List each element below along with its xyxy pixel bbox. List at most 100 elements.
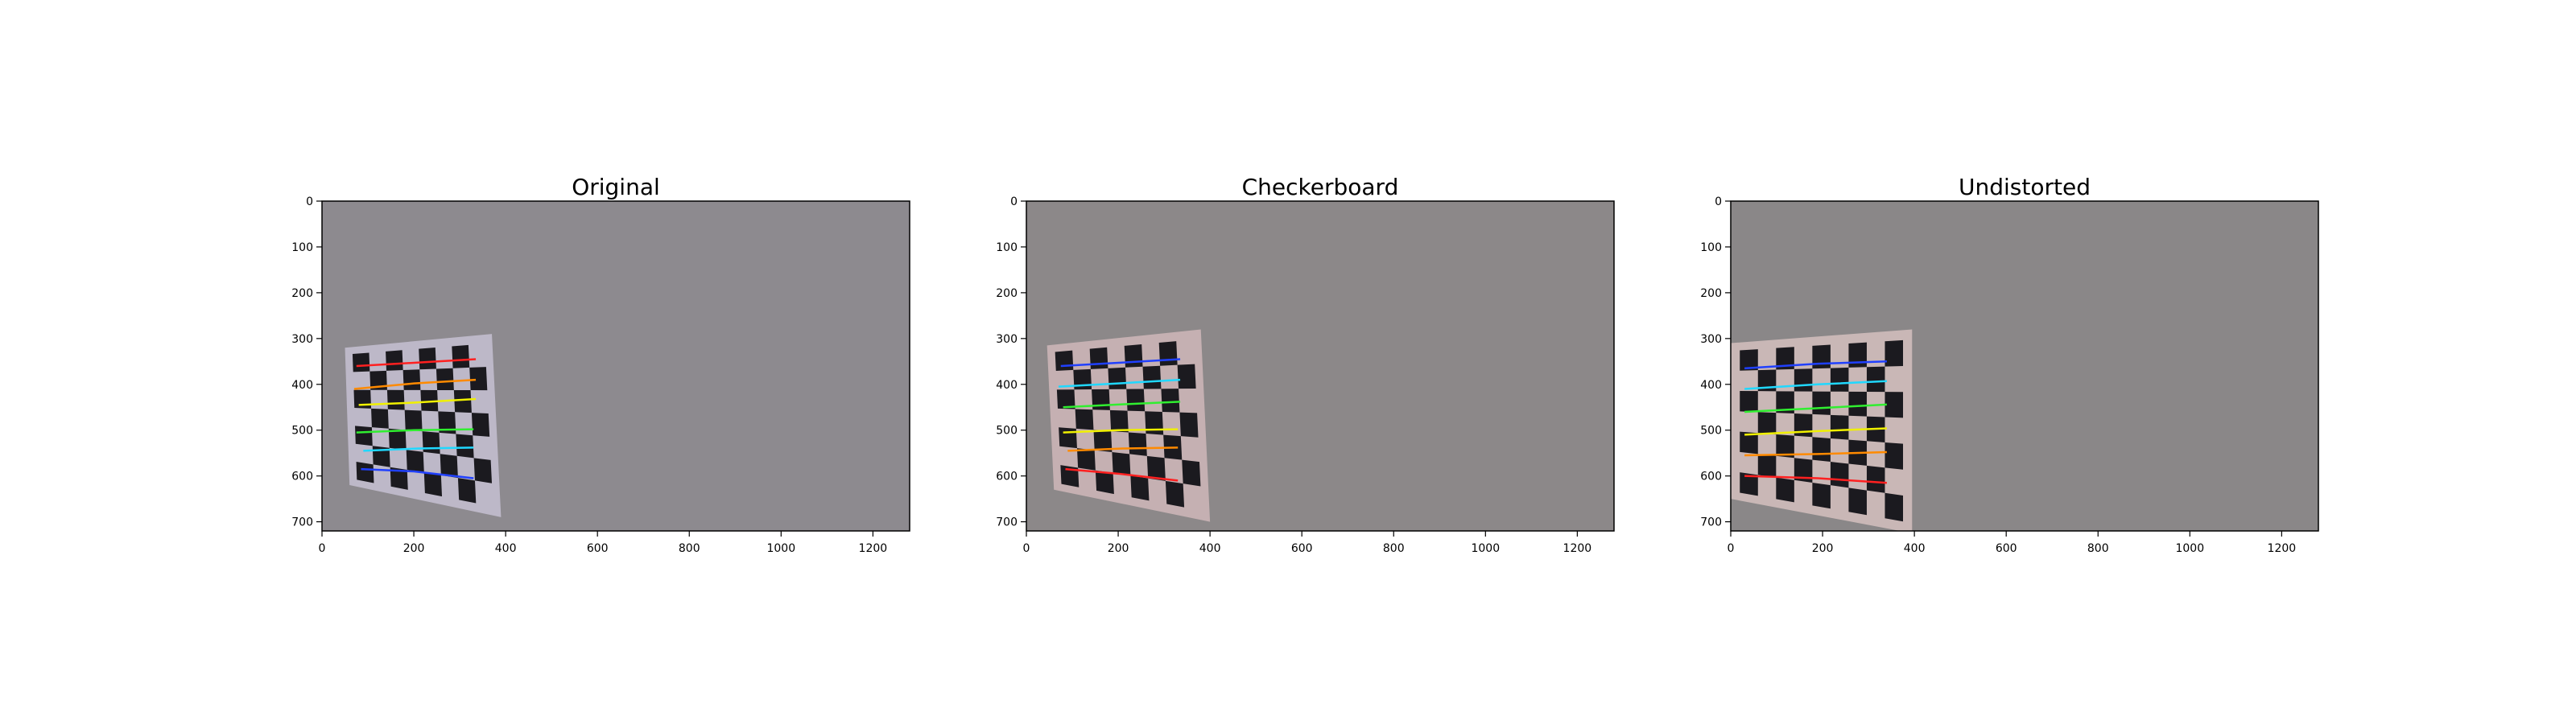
plot-title-undistorted: Undistorted	[1959, 174, 2091, 200]
plot-title-original: Original	[572, 174, 660, 200]
x-tick-label: 600	[587, 542, 609, 555]
corner-line-row-4	[1744, 427, 1887, 436]
x-tick-label: 800	[1383, 542, 1405, 555]
checker-square	[1177, 364, 1196, 389]
y-tick-label: 0	[306, 195, 313, 208]
plot-title-checkerboard: Checkerboard	[1242, 174, 1399, 200]
checker-square	[1182, 459, 1201, 487]
checker-square	[1108, 367, 1127, 389]
y-tick-label: 200	[291, 287, 313, 300]
checker-square	[473, 458, 493, 483]
x-tick-label: 200	[1812, 542, 1834, 555]
checker-square	[438, 411, 456, 434]
checker-square	[423, 472, 443, 497]
x-tick-label: 0	[1728, 542, 1735, 555]
corner-line-row-3	[358, 397, 477, 406]
subplot-undistorted: Undistorted	[1959, 174, 2091, 200]
checker-square	[1095, 470, 1114, 495]
checker-square	[1740, 431, 1758, 455]
x-tick-label: 1200	[859, 542, 888, 555]
y-tick-label: 600	[291, 471, 313, 483]
x-tick-label: 400	[1904, 542, 1926, 555]
checker-square	[457, 478, 477, 504]
checker-square	[1866, 366, 1885, 393]
y-tick-label: 300	[996, 333, 1018, 346]
checker-square	[469, 367, 488, 391]
checker-square	[1812, 391, 1831, 415]
corner-line-row-3	[1744, 403, 1887, 413]
x-tick-label: 800	[2087, 542, 2109, 555]
x-tick-label: 1200	[2268, 542, 2297, 555]
checker-square	[388, 428, 407, 450]
checker-square	[386, 389, 405, 410]
checker-square	[1740, 349, 1758, 371]
checker-square	[1830, 367, 1849, 392]
checker-square	[453, 389, 472, 413]
y-tick-label: 400	[1700, 379, 1722, 392]
x-tick-label: 600	[1291, 542, 1313, 555]
y-tick-label: 700	[996, 516, 1018, 529]
image-panel-checkerboard	[1026, 201, 1614, 531]
y-tick-label: 600	[1700, 471, 1722, 483]
x-tick-label: 1000	[766, 542, 795, 555]
y-tick-label: 600	[996, 471, 1018, 483]
checker-square	[1776, 347, 1794, 370]
corner-line-row-6	[361, 467, 474, 479]
y-tick-label: 200	[996, 287, 1018, 300]
checker-square	[419, 348, 436, 370]
checker-square	[402, 369, 421, 390]
checker-square	[355, 426, 373, 446]
checker-square	[1089, 347, 1108, 369]
checker-square	[1866, 465, 1885, 493]
checker-square	[1055, 350, 1074, 371]
checker-square	[1109, 409, 1129, 433]
checker-square	[1161, 389, 1180, 413]
checker-square	[1179, 412, 1199, 438]
x-tick-label: 1200	[1563, 542, 1592, 555]
y-tick-label: 400	[291, 379, 313, 392]
corner-line-row-2	[353, 378, 477, 390]
checker-square	[1885, 339, 1904, 367]
checker-square	[1128, 432, 1147, 456]
checker-square	[1093, 430, 1113, 452]
checker-square	[422, 431, 440, 455]
checker-square	[1130, 475, 1150, 501]
checker-square	[369, 370, 387, 390]
y-tick-label: 0	[1715, 195, 1722, 208]
axes-frame-checkerboard	[1026, 200, 1615, 532]
checker-square	[1056, 389, 1075, 409]
y-tick-label: 500	[1700, 425, 1722, 438]
corner-line-row-6	[1065, 467, 1179, 482]
x-tick-label: 1000	[2175, 542, 2204, 555]
checker-square	[1158, 341, 1178, 366]
checker-square	[1757, 369, 1777, 392]
y-tick-label: 300	[291, 333, 313, 346]
checker-square	[1142, 365, 1162, 389]
corner-line-row-4	[1063, 428, 1179, 434]
checker-square	[1165, 480, 1185, 508]
y-tick-label: 100	[291, 241, 313, 254]
y-tick-label: 0	[1010, 195, 1018, 208]
checker-square	[1776, 391, 1794, 414]
checker-square	[1812, 437, 1831, 463]
corner-line-row-4	[356, 428, 474, 434]
checker-square	[1126, 389, 1146, 412]
corner-line-row-1	[1060, 358, 1181, 368]
checker-square	[386, 350, 403, 371]
checker-square	[1112, 451, 1131, 476]
checker-square	[1848, 391, 1867, 417]
corner-line-row-3	[1063, 401, 1181, 409]
checker-square	[1145, 411, 1164, 435]
y-tick-label: 300	[1700, 333, 1722, 346]
checker-square	[1830, 462, 1849, 488]
checker-square	[390, 467, 408, 490]
y-tick-label: 500	[996, 425, 1018, 438]
x-tick-label: 0	[1023, 542, 1030, 555]
y-tick-label: 500	[291, 425, 313, 438]
checker-square	[1059, 427, 1077, 449]
y-tick-label: 700	[291, 516, 313, 529]
corner-line-row-5	[363, 446, 474, 452]
axes-frame-original	[321, 200, 910, 532]
checker-square	[420, 389, 439, 412]
